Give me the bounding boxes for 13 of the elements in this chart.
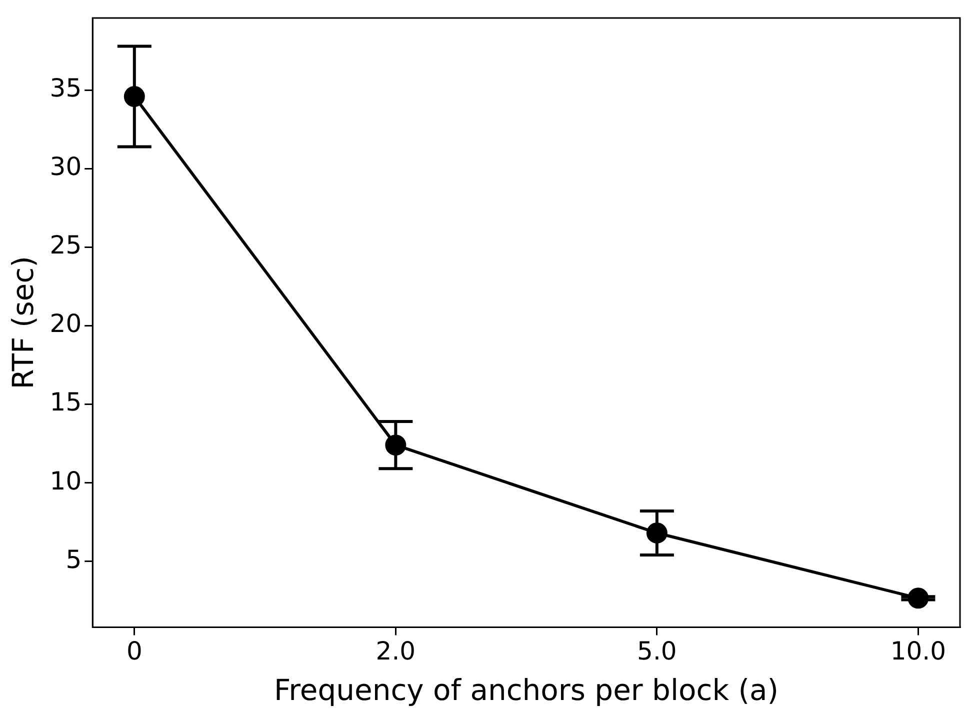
y-tick-label: 5 [66, 544, 82, 574]
x-axis-title: Frequency of anchors per block (a) [274, 673, 779, 708]
x-tick-label: 5.0 [637, 636, 677, 666]
y-axis-title: RTF (sec) [6, 256, 40, 390]
x-tick-label: 10.0 [890, 636, 946, 666]
x-tick-label: 2.0 [376, 636, 416, 666]
x-tick-label: 0 [126, 636, 142, 666]
y-tick-label: 10 [50, 466, 82, 496]
y-tick-label: 15 [50, 388, 82, 417]
y-tick-label: 35 [50, 74, 82, 103]
y-tick-label: 25 [50, 230, 82, 260]
y-tick-label: 20 [50, 309, 82, 338]
y-tick-label: 30 [50, 152, 82, 182]
